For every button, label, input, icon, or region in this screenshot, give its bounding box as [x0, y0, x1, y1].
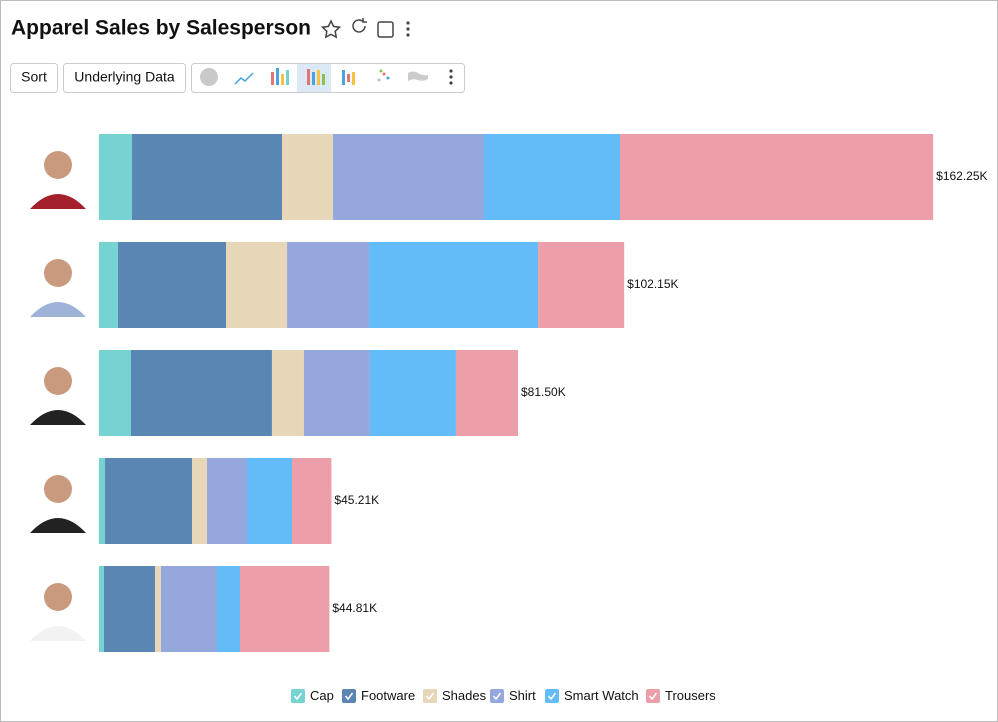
- bar-segment: [333, 134, 485, 220]
- map-icon[interactable]: [408, 71, 428, 82]
- chart-type-switcher[interactable]: [191, 63, 465, 93]
- avatar-head: [44, 475, 72, 503]
- legend-check: [547, 692, 557, 701]
- legend-item[interactable]: Footware: [342, 688, 415, 703]
- avatar: [30, 583, 86, 641]
- legend-swatch: [490, 689, 504, 703]
- bar-segment: [247, 458, 292, 544]
- legend-swatch: [545, 689, 559, 703]
- bar-icon[interactable]: [271, 68, 289, 85]
- bar-segment: [154, 566, 162, 652]
- legend-item[interactable]: Shades: [423, 688, 487, 703]
- bar-segment: [538, 242, 625, 328]
- bar-segment: [105, 458, 193, 544]
- favorite-icon[interactable]: [320, 19, 342, 39]
- bar-segment: [291, 458, 332, 544]
- total-label: $44.81K: [332, 601, 377, 615]
- avatar-head: [44, 583, 72, 611]
- legend-label: Smart Watch: [564, 688, 639, 703]
- legend-label: Footware: [361, 688, 415, 703]
- legend-label: Trousers: [665, 688, 716, 703]
- legend-swatch: [342, 689, 356, 703]
- avatar-body: [30, 302, 86, 317]
- legend-check: [425, 692, 435, 701]
- bar-segment: [369, 242, 539, 328]
- legend-item[interactable]: Smart Watch: [545, 688, 639, 703]
- legend-check: [293, 692, 303, 701]
- underlying-data-button[interactable]: Underlying Data: [63, 63, 186, 93]
- legend-check: [492, 692, 502, 701]
- waterfall-icon[interactable]: [342, 70, 355, 85]
- bar-segment: [239, 566, 330, 652]
- avatar: [30, 475, 86, 533]
- avatar-body: [30, 194, 86, 209]
- legend-item[interactable]: Trousers: [646, 688, 716, 703]
- line-icon[interactable]: [234, 72, 254, 85]
- avatar: [30, 151, 86, 209]
- more-charts-icon[interactable]: [449, 69, 453, 85]
- legend-swatch: [423, 689, 437, 703]
- bar-segment: [282, 134, 334, 220]
- legend-item[interactable]: Cap: [291, 688, 334, 703]
- chart-title: Apparel Sales by Salesperson: [11, 17, 311, 40]
- legend-label: Shirt: [509, 688, 536, 703]
- bar-segment: [99, 134, 133, 220]
- legend-swatch: [291, 689, 305, 703]
- bar-segment: [103, 566, 155, 652]
- bar-segment: [303, 350, 370, 436]
- bar-segment: [132, 134, 283, 220]
- bar-segment: [99, 566, 104, 652]
- sort-button[interactable]: Sort: [10, 63, 58, 93]
- bar-segment: [130, 350, 272, 436]
- avatar: [30, 259, 86, 317]
- more-icon[interactable]: [406, 21, 410, 37]
- save-icon[interactable]: [377, 21, 394, 38]
- legend-label: Cap: [310, 688, 334, 703]
- avatar-head: [44, 367, 72, 395]
- avatar: [30, 367, 86, 425]
- stacked-bar-icon[interactable]: [307, 69, 325, 85]
- total-label: $81.50K: [521, 385, 566, 399]
- legend-item[interactable]: Shirt: [490, 688, 536, 703]
- bar-segment: [99, 242, 119, 328]
- avatar-body: [30, 518, 86, 533]
- bar-segment: [271, 350, 304, 436]
- bar-segment: [287, 242, 370, 328]
- bar-segment: [192, 458, 208, 544]
- bar-segment: [207, 458, 248, 544]
- avatar-head: [44, 151, 72, 179]
- bar-segment: [620, 134, 934, 220]
- bar-segment: [216, 566, 240, 652]
- legend-label: Shades: [442, 688, 487, 703]
- bar-segment: [99, 458, 106, 544]
- bar-segment: [455, 350, 519, 436]
- title-icons[interactable]: [320, 18, 410, 39]
- legend-check: [344, 692, 354, 701]
- avatar-body: [30, 410, 86, 425]
- pie-icon[interactable]: [200, 68, 218, 86]
- button-label[interactable]: Underlying Data: [74, 69, 175, 85]
- total-label: $102.15K: [627, 277, 678, 291]
- avatar-head: [44, 259, 72, 287]
- button-label[interactable]: Sort: [21, 69, 47, 85]
- total-label: $45.21K: [334, 493, 379, 507]
- total-label: $162.25K: [936, 169, 987, 183]
- scatter-icon[interactable]: [377, 69, 390, 82]
- bar-segment: [369, 350, 456, 436]
- legend-check: [648, 692, 658, 701]
- avatar-body: [30, 626, 86, 641]
- bar-segment: [118, 242, 227, 328]
- bar-segment: [161, 566, 217, 652]
- bar-segment: [484, 134, 621, 220]
- refresh-icon[interactable]: [352, 18, 367, 33]
- legend-swatch: [646, 689, 660, 703]
- bar-segment: [99, 350, 131, 436]
- bar-segment: [226, 242, 288, 328]
